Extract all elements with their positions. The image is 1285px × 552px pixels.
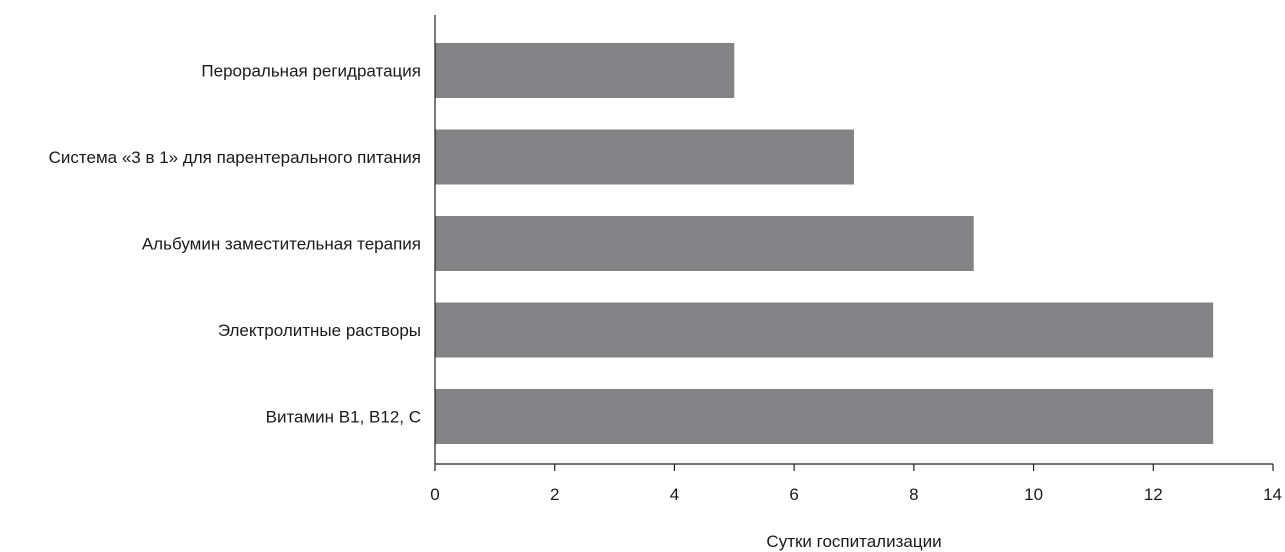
x-tick-label: 14: [1263, 485, 1282, 504]
bars-group: [435, 43, 1214, 444]
bar: [435, 129, 854, 185]
category-label: Витамин В1, В12, С: [266, 408, 421, 427]
x-tick-label: 0: [430, 485, 439, 504]
category-label: Пероральная регидратация: [201, 62, 421, 81]
x-tick-label: 12: [1144, 485, 1163, 504]
x-tick-label: 10: [1024, 485, 1043, 504]
bar: [435, 302, 1214, 358]
category-labels: Пероральная регидратация Система «3 в 1» …: [49, 62, 421, 427]
bar: [435, 43, 735, 98]
category-label: Альбумин заместительная терапия: [142, 235, 421, 254]
category-label: Электролитные растворы: [218, 321, 421, 340]
x-tick-label: 6: [789, 485, 798, 504]
bar: [435, 216, 974, 271]
x-axis-ticks: 0 2 4 6 8 10 12 14: [430, 464, 1282, 504]
category-label: Система «3 в 1» для парентерального пита…: [49, 148, 421, 167]
bar: [435, 389, 1214, 444]
x-tick-label: 8: [909, 485, 918, 504]
x-tick-label: 2: [550, 485, 559, 504]
x-tick-label: 4: [670, 485, 679, 504]
x-axis-title: Сутки госпитализации: [766, 532, 941, 551]
